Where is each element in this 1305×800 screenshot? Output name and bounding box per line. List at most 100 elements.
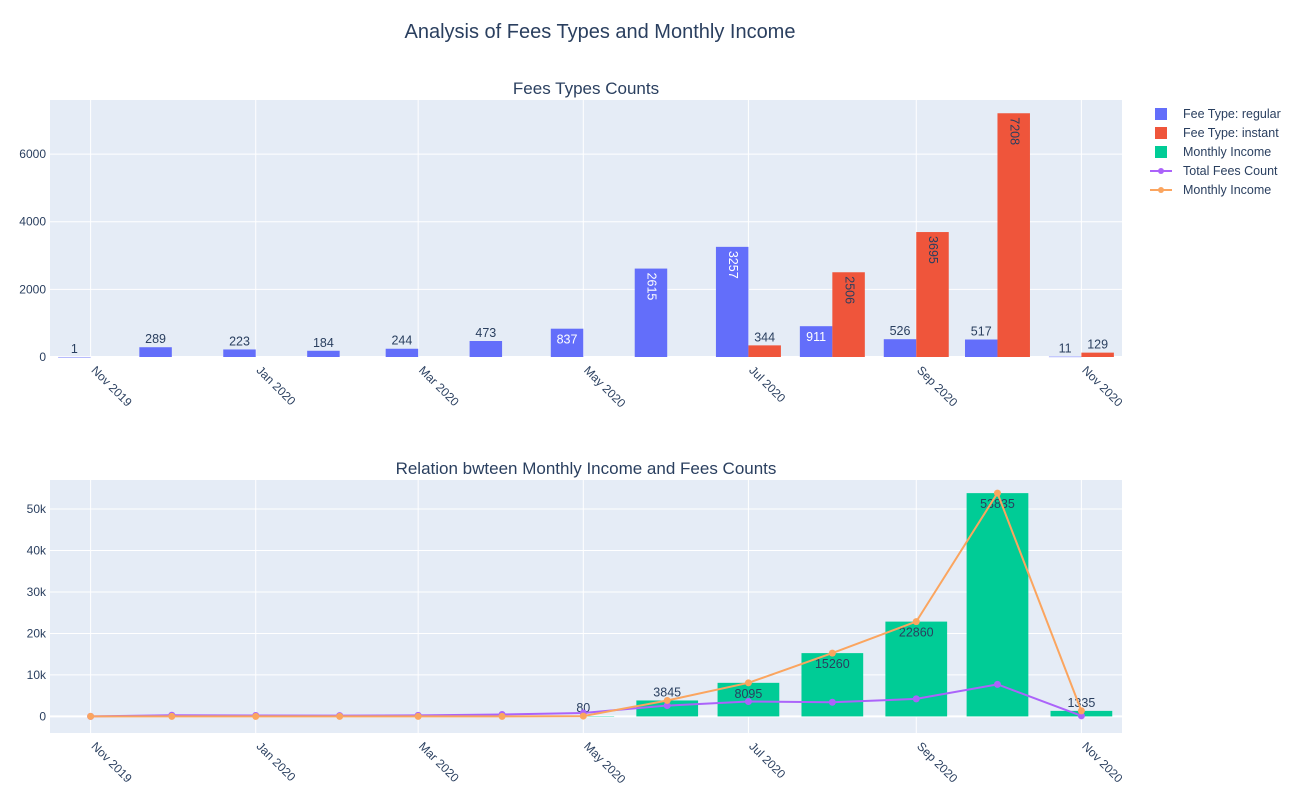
bar <box>1048 356 1082 358</box>
bar <box>966 493 1029 717</box>
line-marker <box>168 712 176 720</box>
bar <box>883 339 917 357</box>
data-label: 11 <box>1059 342 1072 356</box>
legend-swatch <box>1155 108 1167 120</box>
x-tick-label: Nov 2020 <box>1079 363 1125 409</box>
x-tick-label: Sep 2020 <box>914 739 960 785</box>
data-label: 8095 <box>735 687 763 701</box>
data-label: 526 <box>890 324 911 338</box>
line-marker <box>579 712 587 720</box>
data-label: 3845 <box>653 685 681 699</box>
legend-item[interactable]: Total Fees Count <box>1150 164 1278 178</box>
data-label: 53835 <box>980 497 1015 511</box>
legend-item[interactable]: Monthly Income <box>1155 145 1271 159</box>
subplot-title: Fees Types Counts <box>513 79 659 98</box>
data-label: 129 <box>1087 338 1108 352</box>
bottom-subplot: Relation bwteen Monthly Income and Fees … <box>27 459 1126 787</box>
data-label: 289 <box>145 332 166 346</box>
figure-title: Analysis of Fees Types and Monthly Incom… <box>405 21 796 43</box>
subplot-title: Relation bwteen Monthly Income and Fees … <box>396 459 777 478</box>
x-tick-label: Jul 2020 <box>746 363 788 405</box>
x-tick-label: May 2020 <box>581 363 628 410</box>
x-tick-label: Nov 2020 <box>1079 739 1125 785</box>
data-label: 223 <box>229 334 250 348</box>
x-tick-label: Jan 2020 <box>254 739 299 784</box>
y-tick-label: 50k <box>27 502 47 516</box>
x-tick-label: Mar 2020 <box>416 739 462 785</box>
legend-label: Total Fees Count <box>1183 164 1278 178</box>
x-tick-label: May 2020 <box>581 739 628 786</box>
legend-swatch <box>1155 146 1167 158</box>
line-marker <box>744 679 752 687</box>
line-marker <box>993 680 1001 688</box>
line-marker <box>912 695 920 703</box>
y-tick-label: 30k <box>27 585 47 599</box>
bar <box>748 345 781 357</box>
y-tick-label: 6000 <box>19 147 46 161</box>
data-label: 80 <box>576 701 590 715</box>
data-label: 473 <box>475 326 496 340</box>
y-tick-label: 0 <box>39 709 46 723</box>
line-marker <box>993 489 1001 497</box>
bar <box>58 356 91 358</box>
data-label: 3695 <box>926 236 940 264</box>
data-label: 184 <box>313 336 334 350</box>
data-label: 1 <box>71 342 78 356</box>
bar <box>385 348 419 357</box>
line-marker <box>663 696 671 704</box>
line-marker <box>828 649 836 657</box>
line-marker <box>828 698 836 706</box>
legend[interactable]: Fee Type: regular Fee Type: instant Monthl… <box>1150 107 1281 197</box>
legend-item[interactable]: Fee Type: instant <box>1155 126 1279 140</box>
bar <box>307 350 340 357</box>
bar <box>964 339 998 357</box>
data-label: 2506 <box>842 276 856 304</box>
data-label: 517 <box>971 325 992 339</box>
legend-item[interactable]: Fee Type: regular <box>1155 107 1281 121</box>
bar <box>634 268 668 357</box>
y-tick-label: 20k <box>27 626 47 640</box>
plot-area <box>50 100 1122 357</box>
y-tick-label: 4000 <box>19 215 46 229</box>
data-label: 22860 <box>899 626 934 640</box>
x-tick-label: Jul 2020 <box>746 739 788 781</box>
x-tick-label: Sep 2020 <box>914 363 960 409</box>
data-label: 2615 <box>645 273 659 301</box>
legend-label: Fee Type: regular <box>1183 107 1281 121</box>
bar <box>550 328 584 357</box>
bar <box>997 113 1030 357</box>
line-marker <box>252 712 260 720</box>
bar <box>801 653 864 717</box>
data-label: 15260 <box>815 657 850 671</box>
bar <box>832 272 865 357</box>
line-marker <box>744 697 752 705</box>
y-tick-label: 40k <box>27 544 47 558</box>
bar <box>799 326 833 357</box>
bar <box>223 349 256 357</box>
legend-swatch <box>1155 127 1167 139</box>
x-tick-label: Nov 2019 <box>88 739 134 785</box>
top-subplot: Fees Types Counts 0 2000 4000 6000 Nov 2019 Ja… <box>19 79 1125 411</box>
bar <box>1081 352 1114 357</box>
legend-item[interactable]: Monthly Income <box>1150 183 1271 197</box>
data-label: 1335 <box>1067 696 1095 710</box>
legend-label: Fee Type: instant <box>1183 126 1279 140</box>
line-marker <box>663 702 671 710</box>
line-marker <box>87 712 95 720</box>
data-label: 244 <box>391 334 412 348</box>
line-marker <box>912 618 920 626</box>
line-marker <box>1077 712 1085 720</box>
legend-label: Monthly Income <box>1183 183 1271 197</box>
data-label: 837 <box>557 333 578 347</box>
y-tick-label: 2000 <box>19 282 46 296</box>
bar <box>469 341 503 357</box>
data-label: 911 <box>806 330 826 344</box>
x-tick-label: Mar 2020 <box>416 363 462 409</box>
line-marker <box>414 712 422 720</box>
legend-marker <box>1158 187 1164 193</box>
bar <box>916 232 949 357</box>
legend-marker <box>1158 168 1164 174</box>
y-tick-label: 0 <box>39 350 46 364</box>
line-marker <box>336 712 344 720</box>
